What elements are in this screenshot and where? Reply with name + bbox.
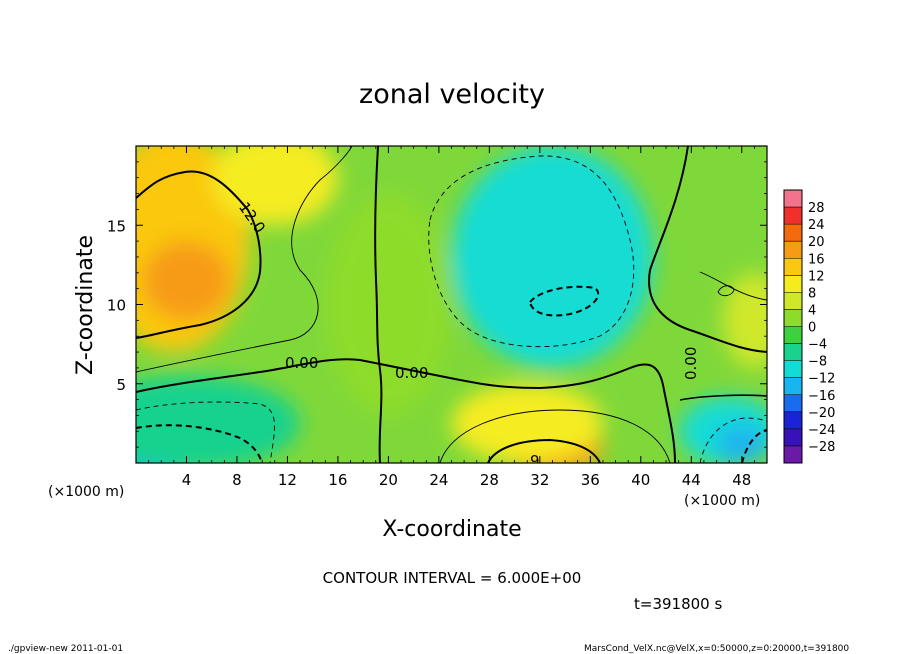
colorbar-swatch <box>784 275 802 293</box>
field-blob <box>716 424 767 463</box>
x-tick-label: 4 <box>182 471 192 489</box>
contour-0-vertical <box>374 146 383 463</box>
x-tick-label: 48 <box>732 471 751 489</box>
colorbar-label: −20 <box>808 406 835 421</box>
y-axis-ticks: 5 10 15 <box>107 161 767 448</box>
chart-title: zonal velocity <box>359 79 545 110</box>
x-tick-label: 40 <box>631 471 650 489</box>
x-axis-ticks: 4 8 12 16 20 24 28 32 36 40 44 48 <box>148 146 755 489</box>
contour-12-bottom-center <box>487 438 601 463</box>
colorbar-swatch <box>784 309 802 327</box>
contour-12 <box>136 170 262 339</box>
colorbar-label: −4 <box>808 338 827 353</box>
x-unit-label-right: (×1000 m) <box>684 493 760 509</box>
colorbar-label: 24 <box>808 218 825 233</box>
colorbar-swatch <box>784 292 802 310</box>
time-text: t=391800 s <box>634 595 722 613</box>
plot-area: 12.0 0.00 0.00 0.00 9 <box>136 146 767 470</box>
contour-6-thin-bottom <box>439 409 671 463</box>
colorbar-swatch <box>784 343 802 362</box>
colorbar-swatch <box>784 258 802 276</box>
contour-interval-text: CONTOUR INTERVAL = 6.000E+00 <box>323 569 582 587</box>
colorbar-label: 12 <box>808 269 825 284</box>
colorbar-swatch <box>784 207 802 225</box>
x-tick-label: 12 <box>278 471 297 489</box>
contour-neg6-center <box>428 155 635 348</box>
x-tick-label: 20 <box>379 471 398 489</box>
x-tick-label: 8 <box>232 471 242 489</box>
colorbar-label: −16 <box>808 389 835 404</box>
y-tick-label: 15 <box>107 217 126 235</box>
x-tick-label: 24 <box>429 471 448 489</box>
field-blob <box>451 146 654 368</box>
contour-6-thin <box>136 146 353 373</box>
footer-left: ./gpview-new 2011-01-01 <box>8 644 123 654</box>
x-axis-label: X-coordinate <box>382 517 521 542</box>
colorbar-swatch <box>784 411 802 430</box>
colorbar-label: −24 <box>808 423 835 438</box>
colorbar-swatch <box>784 360 802 379</box>
colorbar-label: −28 <box>808 440 835 455</box>
x-tick-label: 28 <box>480 471 499 489</box>
colorbar-swatch <box>784 190 802 208</box>
field-blob <box>136 375 301 463</box>
colorbar-label: 0 <box>808 321 816 336</box>
footer-right: MarsCond_VelX.nc@VelX,x=0:50000,z=0:2000… <box>584 644 849 654</box>
x-tick-label: 36 <box>581 471 600 489</box>
contour-6-thin-right <box>699 271 767 301</box>
field-blob <box>451 383 603 463</box>
colorbar-swatch <box>784 428 802 447</box>
colorbar-swatch <box>784 241 802 259</box>
x-tick-label: 16 <box>328 471 347 489</box>
contour-label-0-center: 0.00 <box>395 364 428 382</box>
field-blob <box>325 193 452 416</box>
field-blob <box>514 285 591 324</box>
contour-6-small-right <box>717 285 735 297</box>
colorbar-label: 16 <box>808 252 825 267</box>
contour-label-bottom-center: 9 <box>530 452 540 470</box>
y-axis-label: Z-coordinate <box>73 235 98 375</box>
contour-label-0-right: 0.00 <box>682 347 700 380</box>
y-tick-label: 5 <box>116 376 126 394</box>
field-blob <box>211 146 338 226</box>
field-blob <box>722 272 767 368</box>
colorbar-label: 28 <box>808 201 825 216</box>
velocity-field <box>136 146 767 463</box>
contour-0-bottom-right <box>679 394 767 401</box>
colorbar: 28 24 20 16 12 8 4 0 −4 −8 −12 −16 −20 −24 −28 <box>783 189 835 464</box>
contour-lines <box>136 146 767 463</box>
colorbar-label: 4 <box>808 303 816 318</box>
colorbar-label: 20 <box>808 235 825 250</box>
contour-0-right <box>648 146 767 353</box>
contour-neg6-lower-right <box>699 417 767 463</box>
colorbar-swatch <box>784 326 802 345</box>
contour-neg12-center <box>528 285 600 317</box>
colorbar-swatch <box>784 394 802 413</box>
colorbar-label: 8 <box>808 286 816 301</box>
x-tick-label: 32 <box>530 471 549 489</box>
x-unit-label-left: (×1000 m) <box>48 484 124 500</box>
colorbar-label: −8 <box>808 355 827 370</box>
field-blob <box>142 241 231 321</box>
y-tick-label: 10 <box>107 297 126 315</box>
contour-neg12-lower-right <box>741 429 767 463</box>
colorbar-swatch <box>784 224 802 242</box>
colorbar-label: −12 <box>808 372 835 387</box>
x-tick-label: 44 <box>682 471 701 489</box>
contour-0-lower <box>136 358 676 463</box>
contour-neg12-lower-left <box>136 424 263 463</box>
colorbar-swatch <box>784 445 802 464</box>
colorbar-swatch <box>784 377 802 396</box>
contour-neg6-lower-left <box>136 401 275 463</box>
contour-label-0-left: 0.00 <box>285 354 318 372</box>
